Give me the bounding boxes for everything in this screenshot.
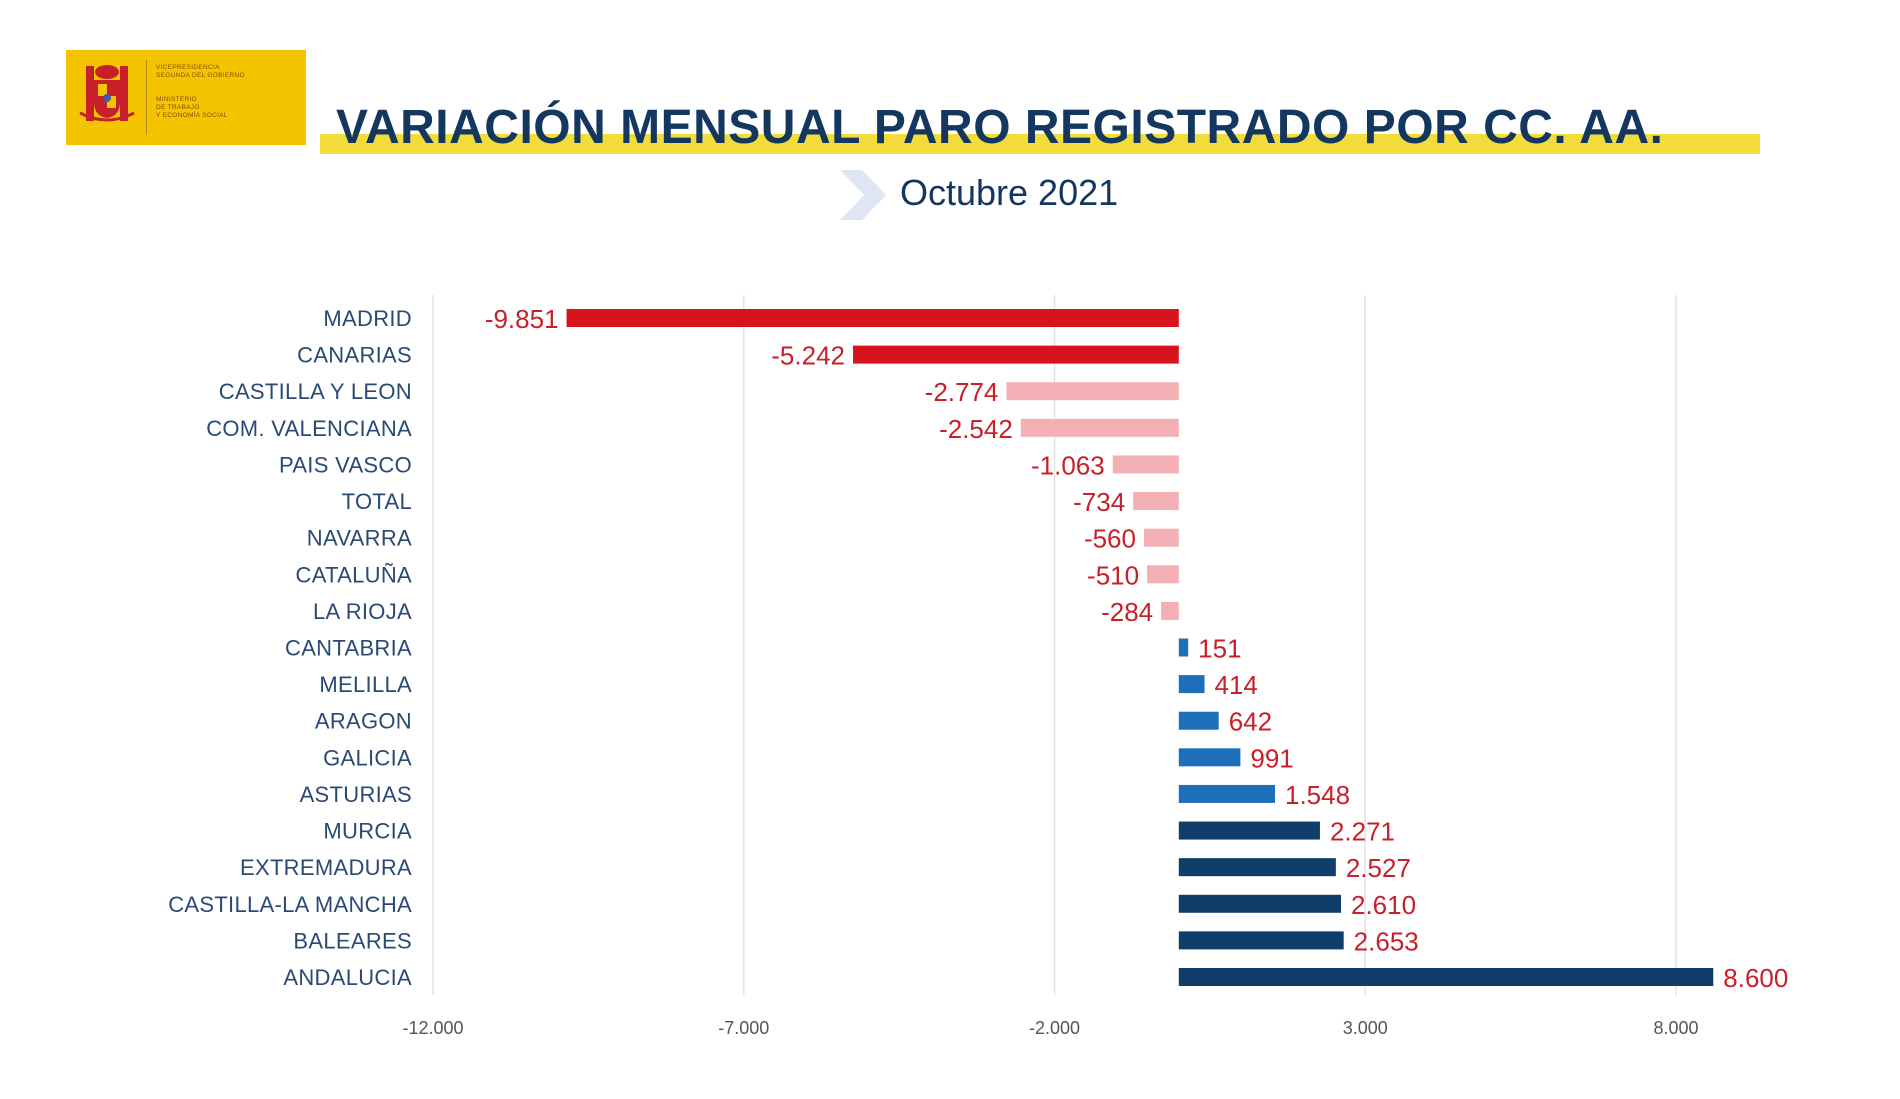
- data-label: -734: [1073, 487, 1125, 517]
- bar: [1112, 455, 1179, 474]
- category-label: NAVARRA: [307, 526, 412, 551]
- x-tick-label: -2.000: [1029, 1018, 1080, 1038]
- bar: [566, 309, 1179, 327]
- logo-line-3: MINISTERIO: [156, 96, 197, 103]
- category-label: EXTREMADURA: [240, 855, 412, 880]
- spain-coat-of-arms-icon: [79, 65, 135, 122]
- bar: [1147, 565, 1179, 584]
- logo-line-4: DE TRABAJO: [156, 104, 200, 111]
- logo-line-2: SEGUNDA DEL GOBIERNO: [156, 72, 245, 79]
- data-label: -2.542: [939, 414, 1013, 444]
- data-label: -284: [1101, 597, 1153, 627]
- data-label: -9.851: [485, 304, 559, 334]
- category-label: GALICIA: [323, 745, 412, 770]
- category-label: ARAGON: [315, 709, 412, 734]
- data-label: -5.242: [771, 341, 845, 371]
- bar: [1020, 418, 1179, 437]
- category-label: COM. VALENCIANA: [206, 416, 412, 441]
- chevron-right-icon: [840, 170, 886, 220]
- data-label: -560: [1084, 524, 1136, 554]
- bar: [1178, 784, 1276, 803]
- data-label: 1.548: [1285, 780, 1350, 810]
- bar: [1178, 675, 1205, 694]
- logo-line-1: VICEPRESIDENCIA: [156, 64, 220, 71]
- category-label: MELILLA: [319, 672, 412, 697]
- x-tick-label: -12.000: [402, 1018, 463, 1038]
- bar: [1178, 748, 1241, 767]
- data-label: 414: [1215, 670, 1258, 700]
- bar: [1178, 821, 1320, 840]
- bar: [853, 345, 1179, 364]
- category-label: CASTILLA Y LEON: [219, 379, 412, 404]
- bar: [1178, 711, 1219, 730]
- category-label: PAIS VASCO: [279, 452, 412, 477]
- bar: [1178, 894, 1342, 913]
- data-label: 151: [1198, 634, 1241, 664]
- category-label: TOTAL: [342, 489, 412, 514]
- bar: [1161, 601, 1179, 620]
- data-label: 2.527: [1346, 853, 1411, 883]
- x-tick-label: 3.000: [1343, 1018, 1388, 1038]
- x-tick-label: -7.000: [718, 1018, 769, 1038]
- category-label: CANARIAS: [297, 343, 412, 368]
- category-label: BALEARES: [293, 928, 412, 953]
- data-label: 642: [1229, 707, 1272, 737]
- data-label: 2.271: [1330, 817, 1395, 847]
- bar: [1178, 931, 1344, 950]
- bar: [1143, 528, 1179, 547]
- category-label: CANTABRIA: [285, 636, 412, 661]
- data-label: 8.600: [1723, 963, 1788, 993]
- data-label: -510: [1087, 560, 1139, 590]
- category-label: ASTURIAS: [300, 782, 412, 807]
- bar: [1178, 968, 1714, 986]
- category-label: LA RIOJA: [313, 599, 412, 624]
- title-highlight-band: [320, 134, 1760, 154]
- logo-divider: [146, 60, 147, 135]
- bar: [1178, 638, 1189, 657]
- data-label: -1.063: [1031, 450, 1105, 480]
- bar: [1133, 492, 1179, 511]
- data-label: 991: [1250, 743, 1293, 773]
- category-label: CATALUÑA: [296, 562, 413, 587]
- data-label: -2.774: [925, 377, 999, 407]
- category-label: MURCIA: [323, 819, 412, 844]
- chart-subtitle: Octubre 2021: [900, 172, 1119, 213]
- category-label: MADRID: [323, 306, 412, 331]
- bar: [1006, 382, 1179, 401]
- category-label: ANDALUCIA: [283, 965, 412, 990]
- category-label: CASTILLA-LA MANCHA: [168, 892, 412, 917]
- chart-title: VARIACIÓN MENSUAL PARO REGISTRADO POR CC…: [336, 101, 1664, 154]
- x-tick-label: 8.000: [1653, 1018, 1698, 1038]
- logo-line-5: Y ECONOMÍA SOCIAL: [156, 112, 228, 119]
- data-label: 2.610: [1351, 890, 1416, 920]
- bar: [1178, 858, 1336, 877]
- government-logo: VICEPRESIDENCIA SEGUNDA DEL GOBIERNO MIN…: [66, 50, 306, 145]
- data-label: 2.653: [1354, 926, 1419, 956]
